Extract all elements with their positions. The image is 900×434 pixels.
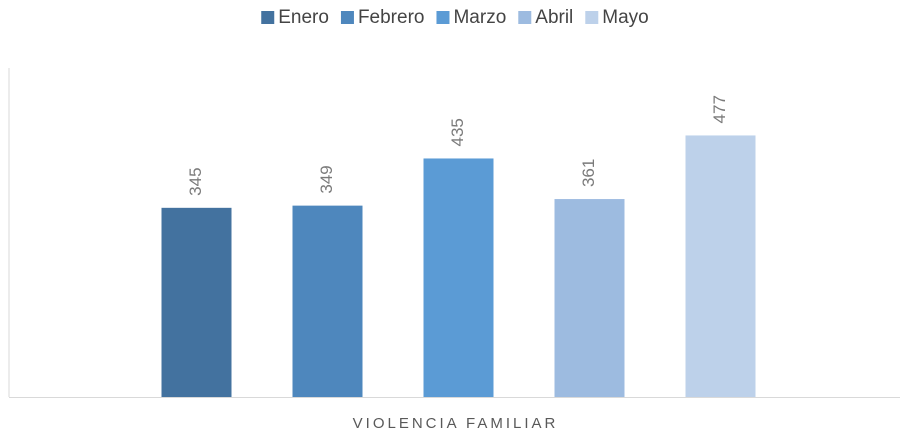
bar — [161, 207, 232, 397]
legend-label: Febrero — [358, 7, 425, 28]
legend-label: Enero — [278, 7, 329, 28]
legend-swatch — [518, 11, 532, 24]
value-label: 345 — [186, 167, 205, 195]
legend-swatch — [261, 11, 275, 24]
value-label: 349 — [317, 165, 336, 193]
bar — [554, 199, 625, 397]
legend-label: Marzo — [453, 7, 506, 28]
legend-label: Mayo — [602, 7, 648, 28]
legend-label: Abril — [535, 7, 573, 28]
legend-swatch — [585, 11, 599, 24]
bar — [292, 205, 363, 397]
value-label: 435 — [448, 118, 467, 146]
legend-swatch — [340, 11, 354, 24]
legend-swatch — [436, 11, 450, 24]
value-label: 361 — [579, 159, 598, 187]
bar — [423, 158, 494, 397]
x-tick-label: VIOLENCIA FAMILIAR — [353, 415, 559, 432]
value-label: 477 — [710, 95, 729, 123]
bar — [685, 135, 756, 397]
